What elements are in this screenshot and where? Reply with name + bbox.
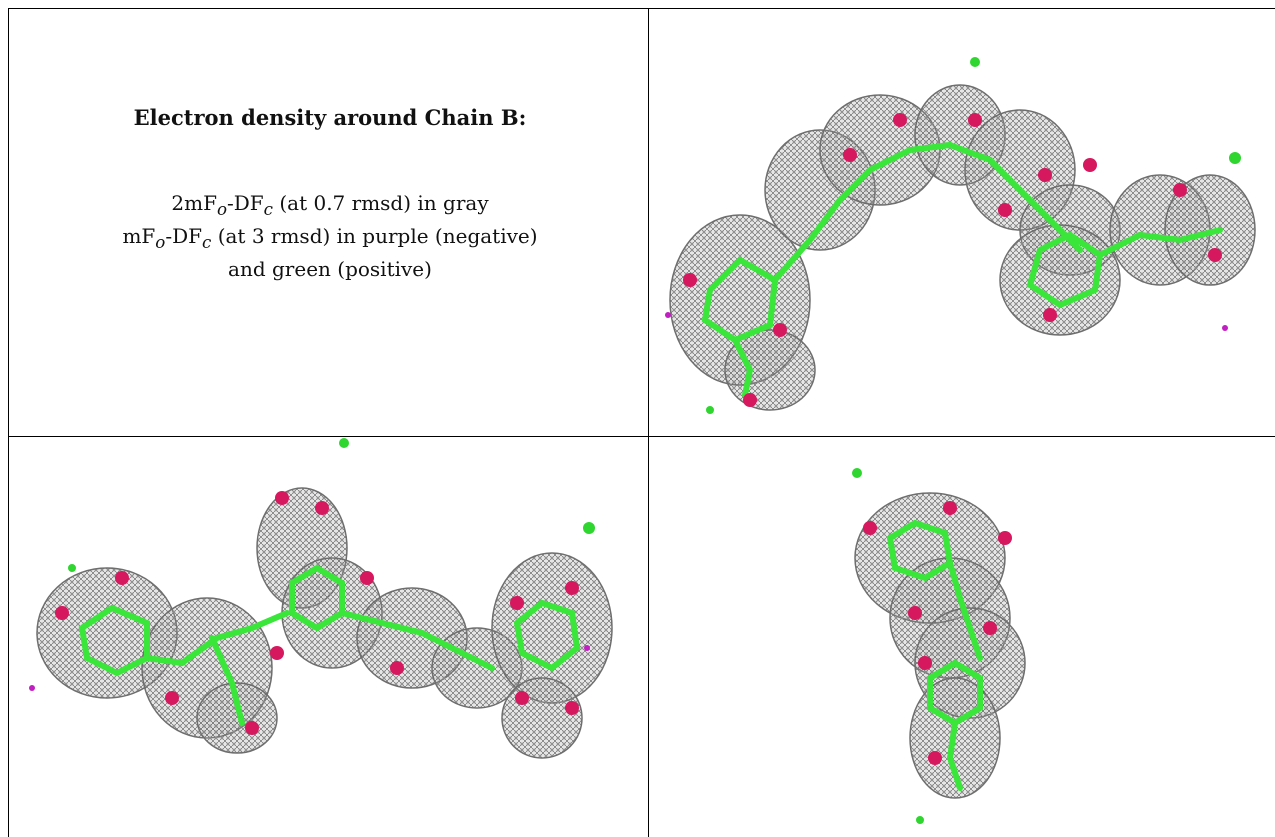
- grid-line-middle-horizontal: [8, 436, 1275, 437]
- density-panel-bottom-right: [852, 468, 1026, 824]
- caption-line-2mfo: 2mFo-DFc (at 0.7 rmsd) in gray: [171, 191, 489, 220]
- caption-line-green: and green (positive): [228, 256, 432, 281]
- density-panel-top-right: [665, 57, 1256, 414]
- negative-density-blobs: [665, 312, 1228, 331]
- oxygen-atoms: [863, 501, 1012, 765]
- density-panel-bottom-left: [29, 438, 613, 759]
- carbon-bonds: [78, 564, 581, 726]
- density-mesh: [854, 492, 1026, 799]
- oxygen-atoms: [55, 491, 579, 735]
- carbon-bonds: [886, 519, 983, 791]
- carbon-bonds: [701, 142, 1223, 398]
- caption-line-mfo: mFo-DFc (at 3 rmsd) in purple (negative): [122, 223, 538, 252]
- grid-line-left: [8, 8, 9, 837]
- positive-density-blobs: [68, 438, 595, 572]
- grid-line-middle-vertical: [648, 8, 649, 837]
- oxygen-atoms: [683, 113, 1222, 407]
- negative-density-blobs: [29, 645, 590, 691]
- caption-title: Electron density around Chain B:: [133, 105, 527, 130]
- positive-density-blobs: [852, 468, 924, 824]
- grid-line-top: [8, 8, 1275, 9]
- caption-cell: Electron density around Chain B: 2mFo-DF…: [12, 14, 648, 432]
- density-mesh: [669, 84, 1256, 411]
- caption-body: 2mFo-DFc (at 0.7 rmsd) in gray mFo-DFc (…: [12, 189, 648, 283]
- positive-density-blobs: [706, 57, 1241, 414]
